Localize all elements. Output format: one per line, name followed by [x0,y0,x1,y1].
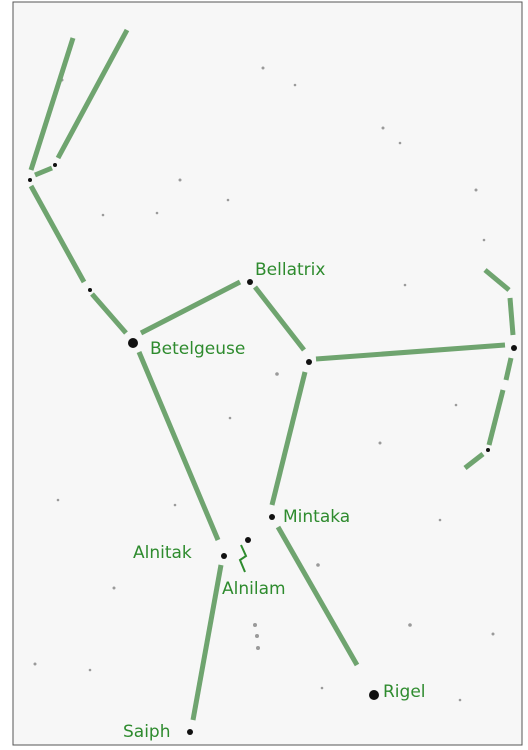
star-label: Alnitak [133,543,192,563]
map-frame [13,2,522,745]
star-label: Rigel [383,682,426,702]
page: {"stars": [ {"label": "Bellatrix"}, {"la… [0,0,528,750]
star-label: Bellatrix [255,260,325,280]
star-label: Alnilam [222,579,286,599]
star-map: Bellatrix Betelgeuse Mintaka Alnitak Aln… [0,0,528,750]
star-label: Saiph [123,722,171,742]
star-label: Mintaka [283,507,350,527]
star-label: Betelgeuse [150,339,245,359]
